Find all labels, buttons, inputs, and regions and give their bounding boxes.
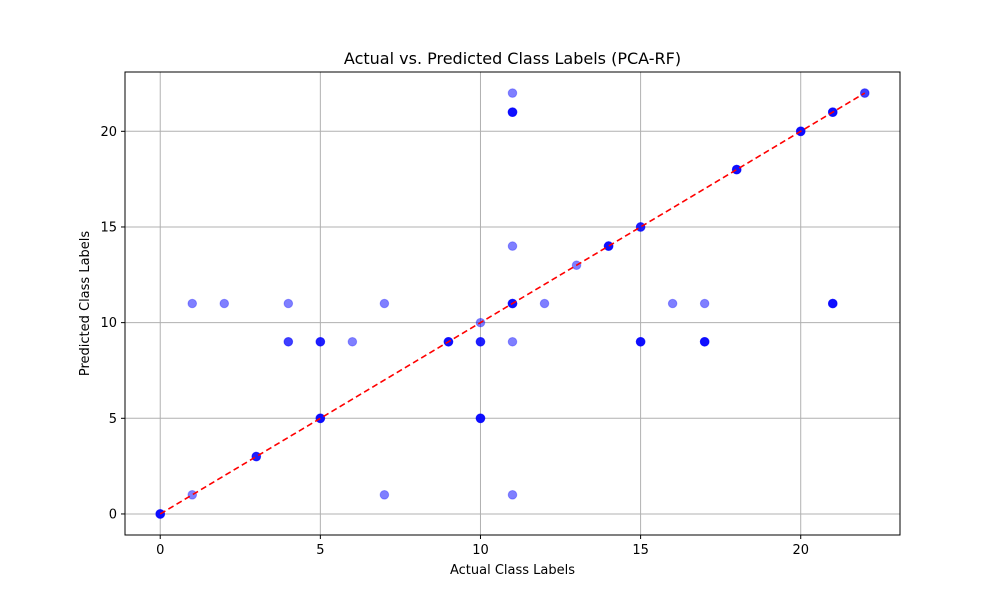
grid-lines xyxy=(125,72,900,535)
x-axis-label: Actual Class Labels xyxy=(450,563,575,578)
y-tick-label: 0 xyxy=(109,507,117,522)
scatter-point xyxy=(219,298,230,309)
scatter-point xyxy=(379,490,390,500)
plot-area-frame xyxy=(124,71,901,536)
x-tick-label: 20 xyxy=(792,543,809,558)
scatter-point xyxy=(699,336,710,347)
scatter-point xyxy=(507,88,518,98)
y-tick-label: 15 xyxy=(100,220,117,235)
chart-title: Actual vs. Predicted Class Labels (PCA-R… xyxy=(344,49,681,68)
x-tick-label: 15 xyxy=(632,543,649,558)
scatter-point xyxy=(507,336,518,347)
y-tick-label: 5 xyxy=(109,412,117,427)
scatter-point xyxy=(187,298,198,309)
scatter-point xyxy=(507,241,518,251)
x-axis-ticks: 0 5 10 15 20 xyxy=(156,535,809,558)
scatter-point xyxy=(507,107,518,117)
scatter-point xyxy=(635,336,646,347)
scatter-point xyxy=(315,413,326,424)
scatter-point xyxy=(539,298,550,309)
scatter-point xyxy=(283,336,294,347)
scatter-point xyxy=(315,336,326,347)
scatter-point xyxy=(827,298,838,309)
scatter-point xyxy=(283,298,294,309)
scatter-point xyxy=(731,164,742,175)
y-axis-label: Predicted Class Labels xyxy=(78,231,93,377)
x-tick-label: 0 xyxy=(156,543,164,558)
scatter-point xyxy=(347,336,358,347)
reference-line xyxy=(159,92,866,515)
x-tick-label: 10 xyxy=(472,543,489,558)
scatter-point xyxy=(475,413,486,424)
scatter-point xyxy=(667,298,678,309)
scatter-point xyxy=(379,298,390,309)
y-tick-label: 20 xyxy=(100,125,117,140)
y-axis-ticks: 0 5 10 15 20 xyxy=(100,125,125,522)
y-tick-label: 10 xyxy=(100,316,117,331)
x-tick-label: 5 xyxy=(316,543,324,558)
scatter-point xyxy=(699,298,710,309)
scatter-point xyxy=(475,336,486,347)
reference-line-group xyxy=(159,92,866,515)
scatter-point xyxy=(507,490,518,500)
